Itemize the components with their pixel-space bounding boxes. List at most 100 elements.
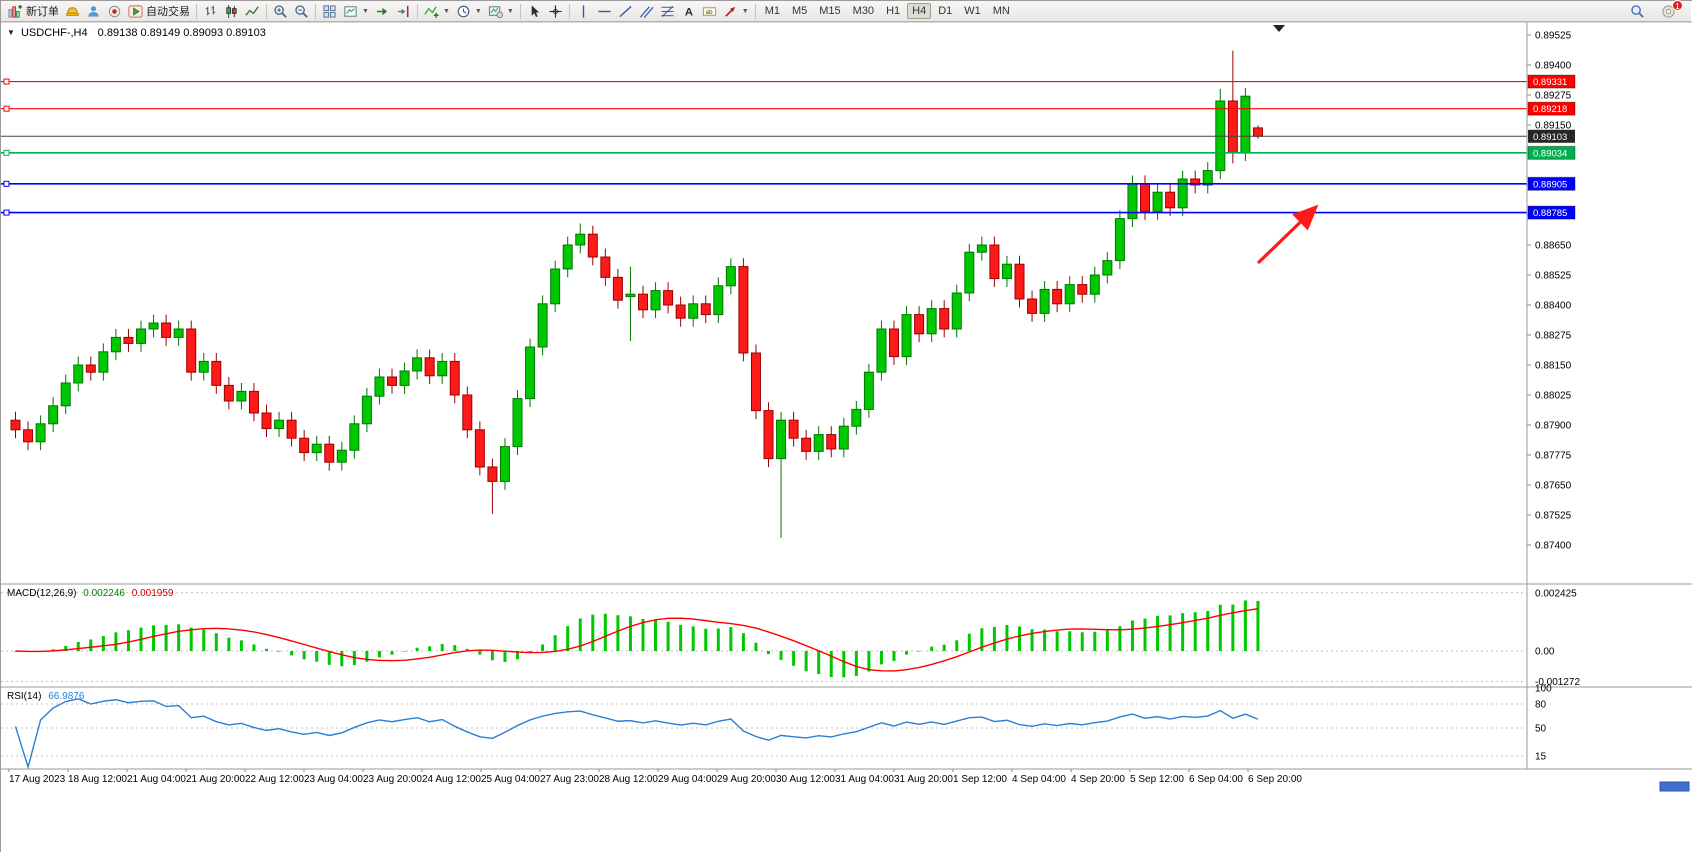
line-chart-button[interactable] — [242, 2, 263, 21]
template-icon — [488, 5, 503, 18]
timeframe-button-d1[interactable]: D1 — [938, 5, 953, 17]
hard-hat-button[interactable] — [62, 2, 83, 21]
timeframe-button-h1[interactable]: H1 — [886, 5, 901, 17]
candle-body — [487, 466, 498, 482]
timeframe-button-mn[interactable]: MN — [992, 5, 1010, 17]
zoom-in-button[interactable] — [270, 2, 291, 21]
candle-body — [211, 360, 222, 386]
chart-shift-marker[interactable] — [1273, 25, 1285, 32]
indicators-icon — [424, 5, 439, 18]
candle-body — [449, 360, 460, 396]
timeframe-button-m5[interactable]: M5 — [791, 5, 808, 17]
candle-body — [261, 412, 272, 430]
toolbar-separator — [519, 3, 521, 19]
tile-windows-button[interactable] — [319, 2, 340, 21]
time-axis[interactable]: 17 Aug 2023 18 Aug 12:00 21 Aug 04:00 21 Au… — [8, 769, 1302, 785]
price-line-badge — [1527, 101, 1576, 116]
vertical-line-tool-button[interactable] — [573, 2, 594, 21]
search-icon — [1631, 4, 1644, 18]
trendline-tool-button[interactable] — [615, 2, 636, 21]
price-line-badge-label: 0.88785 — [1533, 208, 1567, 219]
price-axis-label: 0.87525 — [1535, 511, 1572, 522]
bar-chart-button[interactable] — [200, 2, 221, 21]
horizontal-scrollbar-thumb[interactable] — [1659, 781, 1690, 792]
candle-body — [1102, 260, 1113, 276]
fibonacci-icon — [661, 5, 674, 17]
macd-histogram-bar — [290, 651, 294, 656]
line-anchor-handle[interactable] — [3, 78, 10, 85]
price-axis-label: 0.88400 — [1535, 301, 1572, 312]
candle-body — [876, 328, 887, 373]
dropdown-caret-icon: ▼ — [506, 7, 514, 15]
macd-histogram-bar — [164, 624, 168, 651]
timeframe-button-m30[interactable]: M30 — [852, 5, 875, 17]
candle-body — [914, 314, 925, 335]
dropdown-caret-icon: ▼ — [362, 7, 369, 15]
macd-histogram-bar — [490, 651, 494, 661]
chart-symbol-period: USDCHF-,H4 — [20, 27, 88, 39]
macd-histogram-bar — [89, 639, 93, 651]
candle-body — [926, 308, 937, 335]
periods-button[interactable]: ▼ — [453, 2, 485, 21]
macd-histogram-bar — [1168, 615, 1172, 651]
timeframe-button-m1[interactable]: M1 — [764, 5, 780, 17]
horizontal-line-tool-button[interactable] — [594, 2, 615, 21]
line-anchor-handle[interactable] — [3, 209, 10, 216]
macd-axis-label: -0.001272 — [1535, 677, 1580, 688]
templates-button[interactable]: ▼ — [485, 2, 517, 21]
zoom-out-button[interactable] — [291, 2, 312, 21]
new-chart-button[interactable]: ▼ — [340, 2, 372, 21]
channel-tool-button[interactable] — [636, 2, 657, 21]
auto-scroll-button[interactable] — [372, 2, 393, 21]
candle-body — [851, 408, 862, 427]
support-button[interactable] — [104, 2, 125, 21]
macd-histogram-bar — [478, 651, 482, 655]
headset-icon — [108, 5, 121, 17]
candle-body — [1177, 178, 1188, 209]
crosshair-tool-button[interactable] — [545, 2, 566, 21]
text-tool-button[interactable]: A — [678, 2, 699, 21]
timeframe-button-m15[interactable]: M15 — [819, 5, 841, 17]
rsi-axis-label: 80 — [1535, 700, 1547, 711]
time-axis-label: 23 Aug 04:00 — [304, 774, 363, 785]
price-line-badge — [1527, 176, 1576, 191]
macd-histogram-bar — [365, 651, 369, 662]
candlestick-chart-button[interactable] — [221, 2, 242, 21]
macd-histogram-bar — [1206, 610, 1210, 651]
bar-chart-icon — [205, 5, 216, 15]
cursor-tool-button[interactable] — [524, 2, 545, 21]
macd-histogram-bar — [415, 647, 419, 651]
candle-body — [1001, 263, 1012, 280]
macd-histogram-bar — [265, 648, 268, 651]
autotrading-button[interactable]: 自动交易 — [125, 2, 193, 21]
line-anchor-handle[interactable] — [3, 180, 10, 187]
arrows-tool-button[interactable]: ▼ — [720, 2, 752, 21]
macd-histogram-bar — [302, 651, 306, 660]
one-click-trading-toggle[interactable]: ▼ — [7, 28, 15, 37]
arrow-annotation[interactable] — [1256, 204, 1319, 265]
macd-histogram-bar — [453, 645, 457, 651]
candle-body — [675, 304, 686, 319]
timeframe-button-w1[interactable]: W1 — [964, 5, 981, 17]
candle-body — [474, 429, 485, 468]
candle-body — [437, 360, 448, 377]
line-anchor-handle[interactable] — [3, 149, 10, 156]
toolbar-separator — [416, 3, 418, 19]
community-profile-button[interactable] — [83, 2, 104, 21]
macd-histogram-bar — [51, 649, 55, 651]
macd-histogram-bar — [340, 651, 344, 667]
indicators-button[interactable]: ▼ — [421, 2, 453, 21]
new-order-button[interactable]: 新订单 — [5, 2, 62, 21]
chart-shift-button[interactable] — [393, 2, 414, 21]
line-anchor-handle[interactable] — [3, 105, 10, 112]
text-label-tool-button[interactable]: ab — [699, 2, 720, 21]
candlestick-series — [10, 50, 1263, 538]
search-button[interactable] — [1627, 2, 1648, 21]
timeframe-button-h4[interactable]: H4 — [907, 3, 932, 19]
candle-body — [110, 336, 121, 353]
notifications-button[interactable]: 1 — [1658, 0, 1683, 21]
fibonacci-tool-button[interactable] — [657, 2, 678, 21]
macd-histogram-bar — [177, 624, 181, 651]
macd-histogram-bar — [716, 628, 720, 651]
